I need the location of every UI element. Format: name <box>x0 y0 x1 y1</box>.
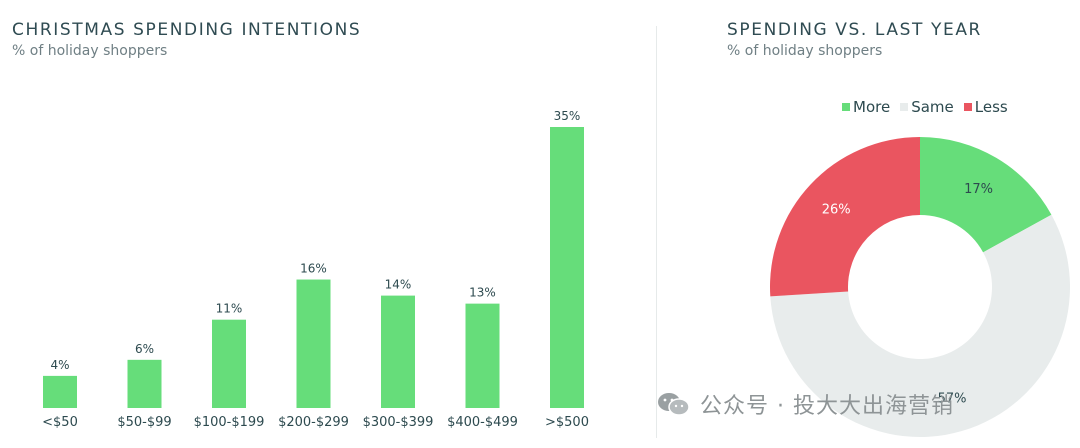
bar-7 <box>550 127 584 408</box>
donut-value-label-more: 17% <box>964 182 993 197</box>
donut-value-label-same: 57% <box>938 391 967 406</box>
legend-swatch-more <box>842 103 850 111</box>
bar-value-label-1: 4% <box>50 358 69 372</box>
legend-item-less: Less <box>963 98 1008 116</box>
legend-swatch-less <box>963 103 972 111</box>
donut-slice-more <box>920 137 1052 253</box>
bar-4 <box>296 279 331 408</box>
panel-divider <box>656 26 657 438</box>
legend-item-more: More <box>842 98 890 116</box>
bar-chart-subtitle: % of holiday shoppers <box>12 43 168 59</box>
legend-label-more: More <box>853 98 891 116</box>
bar-value-label-6: 13% <box>469 286 496 300</box>
x-tick-label-4: $200-$299 <box>278 415 349 430</box>
legend-label-less: Less <box>974 98 1008 116</box>
donut-slice-less <box>770 137 920 297</box>
donut-legend: More Same Less <box>842 98 1008 116</box>
x-tick-label-2: $50-$99 <box>117 415 171 430</box>
legend-item-same: Same <box>900 98 954 116</box>
bar-1 <box>43 375 77 408</box>
x-tick-label-6: $400-$499 <box>447 415 518 430</box>
bar-5 <box>381 295 415 408</box>
watermark: 公众号 · 投大大出海营销 <box>656 388 954 420</box>
bar-value-label-2: 6% <box>135 342 154 356</box>
bar-3 <box>212 319 246 408</box>
x-tick-label-1: <$50 <box>42 415 78 430</box>
bar-chart: 4% <$50 6% $50-$99 11% $100-$199 16% $200-$299 1… <box>42 109 589 430</box>
bar-value-label-5: 14% <box>385 278 412 292</box>
donut-value-label-less: 26% <box>822 202 851 217</box>
bar-2 <box>127 359 162 408</box>
legend-swatch-same <box>900 103 909 111</box>
x-tick-label-5: $300-$399 <box>363 415 434 430</box>
x-tick-label-7: >$500 <box>545 415 589 430</box>
watermark-text: 公众号 · 投大大出海营销 <box>700 394 954 419</box>
bar-value-label-7: 35% <box>554 109 581 123</box>
bar-chart-title: CHRISTMAS SPENDING INTENTIONS <box>12 20 362 40</box>
bar-6 <box>465 303 500 408</box>
bar-value-label-3: 11% <box>216 302 243 316</box>
donut-slice-same <box>770 214 1070 437</box>
bar-value-label-4: 16% <box>300 262 327 276</box>
donut-chart-title: SPENDING VS. LAST YEAR <box>727 20 982 40</box>
legend-label-same: Same <box>911 98 954 116</box>
x-tick-label-3: $100-$199 <box>194 415 265 430</box>
donut-chart-subtitle: % of holiday shoppers <box>727 43 883 59</box>
wechat-icon <box>658 393 690 416</box>
